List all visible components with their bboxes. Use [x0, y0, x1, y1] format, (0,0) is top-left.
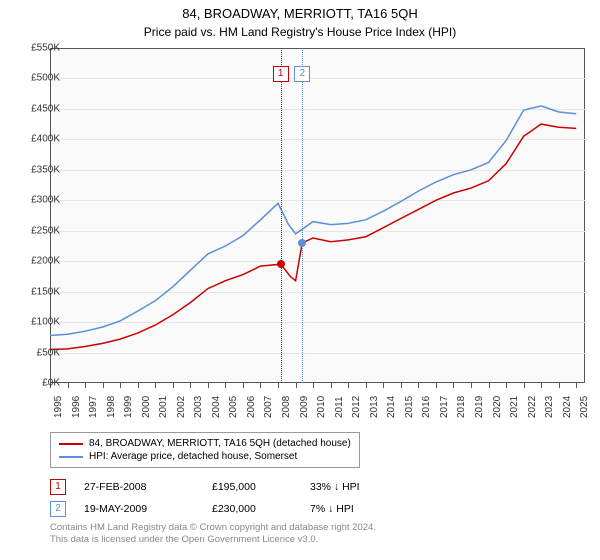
x-axis-label: 2013: [369, 396, 380, 418]
series-hpi: [50, 106, 576, 336]
x-axis-label: 2016: [421, 396, 432, 418]
chart-container: 84, BROADWAY, MERRIOTT, TA16 5QH Price p…: [0, 0, 600, 560]
sale-price: £195,000: [212, 481, 292, 493]
x-axis-label: 2004: [211, 396, 222, 418]
legend-swatch: [59, 456, 83, 458]
x-axis-label: 2014: [386, 396, 397, 418]
x-axis-label: 2023: [544, 396, 555, 418]
sale-marker-badge: 2: [50, 501, 66, 517]
marker-badge: 2: [294, 66, 310, 82]
sale-price: £230,000: [212, 503, 292, 515]
y-axis-label: £550K: [15, 43, 60, 54]
y-axis-label: £200K: [15, 256, 60, 267]
legend-swatch: [59, 443, 83, 445]
page-subtitle: Price paid vs. HM Land Registry's House …: [0, 21, 600, 39]
y-axis-label: £450K: [15, 103, 60, 114]
x-axis-label: 1997: [88, 396, 99, 418]
sales-table: 1 27-FEB-2008 £195,000 33% ↓ HPI 2 19-MAY-200…: [50, 476, 420, 520]
footer-line-2: This data is licensed under the Open Gov…: [50, 534, 376, 546]
x-axis-label: 1999: [123, 396, 134, 418]
legend-item: 84, BROADWAY, MERRIOTT, TA16 5QH (detach…: [59, 437, 351, 450]
x-axis-label: 2007: [263, 396, 274, 418]
x-axis-label: 2001: [158, 396, 169, 418]
x-axis-label: 2022: [527, 396, 538, 418]
footer-attribution: Contains HM Land Registry data © Crown c…: [50, 522, 376, 547]
x-axis-label: 2012: [351, 396, 362, 418]
x-axis-label: 2015: [404, 396, 415, 418]
x-axis-label: 2000: [141, 396, 152, 418]
x-axis-label: 2011: [334, 396, 345, 418]
legend-label: HPI: Average price, detached house, Some…: [89, 451, 297, 462]
legend-item: HPI: Average price, detached house, Some…: [59, 450, 351, 463]
page-title: 84, BROADWAY, MERRIOTT, TA16 5QH: [0, 0, 600, 21]
sale-marker-badge: 1: [50, 479, 66, 495]
y-axis-label: £250K: [15, 225, 60, 236]
sale-row: 2 19-MAY-2009 £230,000 7% ↓ HPI: [50, 498, 420, 520]
x-axis-label: 2018: [456, 396, 467, 418]
sale-date: 27-FEB-2008: [84, 481, 194, 493]
x-axis-label: 2017: [439, 396, 450, 418]
x-axis-label: 2021: [509, 396, 520, 418]
marker-badge: 1: [273, 66, 289, 82]
y-axis-label: £50K: [15, 347, 60, 358]
y-axis-label: £100K: [15, 317, 60, 328]
legend-label: 84, BROADWAY, MERRIOTT, TA16 5QH (detach…: [89, 438, 351, 449]
y-axis-label: £300K: [15, 195, 60, 206]
y-axis-label: £500K: [15, 73, 60, 84]
x-axis-label: 2024: [562, 396, 573, 418]
x-axis-label: 2005: [228, 396, 239, 418]
x-axis-label: 2019: [474, 396, 485, 418]
x-axis-label: 2008: [281, 396, 292, 418]
sale-row: 1 27-FEB-2008 £195,000 33% ↓ HPI: [50, 476, 420, 498]
x-axis-label: 2010: [316, 396, 327, 418]
sale-delta: 7% ↓ HPI: [310, 503, 420, 515]
y-axis-label: £400K: [15, 134, 60, 145]
x-axis-labels: 1995 1996 1997 1998 1999 2000 2001 2002 2003 2004…: [50, 386, 585, 428]
x-axis-label: 1998: [106, 396, 117, 418]
marker-dot: [277, 260, 285, 268]
x-axis-label: 2002: [176, 396, 187, 418]
marker-dot: [298, 239, 306, 247]
x-axis-label: 1995: [53, 396, 64, 418]
footer-line-1: Contains HM Land Registry data © Crown c…: [50, 522, 376, 534]
chart-lines: [50, 48, 585, 383]
x-axis-label: 2020: [492, 396, 503, 418]
x-axis-label: 2003: [193, 396, 204, 418]
y-axis-label: £150K: [15, 286, 60, 297]
y-axis-label: £350K: [15, 164, 60, 175]
x-axis-label: 2025: [579, 396, 590, 418]
x-axis-label: 2009: [299, 396, 310, 418]
chart-plot-area: 12: [50, 48, 585, 383]
sale-date: 19-MAY-2009: [84, 503, 194, 515]
legend: 84, BROADWAY, MERRIOTT, TA16 5QH (detach…: [50, 432, 360, 468]
x-axis-label: 1996: [71, 396, 82, 418]
x-axis-label: 2006: [246, 396, 257, 418]
sale-delta: 33% ↓ HPI: [310, 481, 420, 493]
